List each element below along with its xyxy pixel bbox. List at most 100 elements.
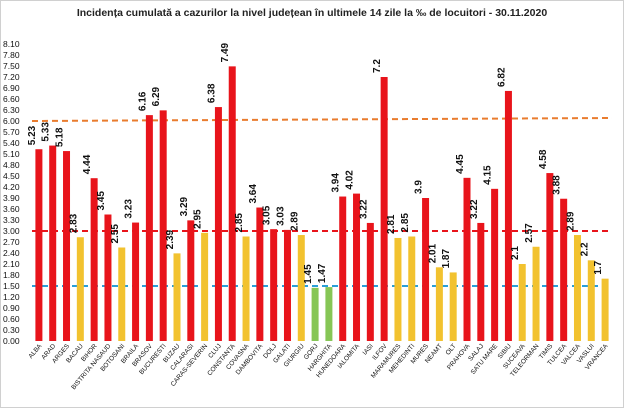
y-tick-label: 7.50 [3, 61, 20, 71]
data-label: 3.94 [331, 173, 342, 193]
data-label: 2.81 [386, 214, 397, 234]
bar [297, 235, 305, 341]
data-label: 4.45 [455, 154, 466, 174]
bar [132, 222, 140, 341]
y-tick-label: 6.60 [3, 94, 20, 104]
y-tick-label: 2.10 [3, 259, 20, 269]
y-tick-label: 1.50 [3, 281, 20, 291]
data-label: 3.22 [469, 199, 480, 219]
data-label: 3.88 [552, 175, 563, 195]
y-tick-label: 4.80 [3, 160, 20, 170]
y-tick-label: 0.30 [3, 325, 20, 335]
y-tick-label: 6.30 [3, 105, 20, 115]
bar [49, 145, 57, 341]
y-tick-label: 4.50 [3, 171, 20, 181]
y-tick-label: 7.20 [3, 72, 20, 82]
data-label: 6.29 [151, 86, 162, 106]
y-tick-label: 5.10 [3, 149, 20, 159]
data-label: 2.2 [579, 242, 590, 256]
data-label: 1.7 [593, 260, 604, 274]
y-tick-label: 1.80 [3, 270, 20, 280]
bar [477, 222, 485, 341]
y-tick-label: 6.00 [3, 116, 20, 126]
y-tick-label: 5.40 [3, 138, 20, 148]
bar [283, 229, 291, 341]
data-label: 5.18 [55, 127, 66, 147]
bar [214, 107, 222, 341]
bar [311, 287, 319, 341]
bar [422, 198, 430, 341]
bar [104, 214, 112, 341]
bar [366, 222, 374, 341]
data-label: 6.38 [206, 83, 217, 103]
bar [546, 173, 554, 341]
data-label: 4.02 [345, 170, 356, 190]
chart-title: Incidența cumulată a cazurilor la nivel … [76, 7, 548, 19]
data-label: 6.82 [496, 67, 507, 87]
data-label: 3.64 [248, 184, 259, 204]
data-label: 3.05 [262, 205, 273, 225]
y-tick-label: 7.80 [3, 50, 20, 60]
data-label: 2.89 [565, 211, 576, 231]
data-label: 1.47 [317, 263, 328, 283]
bar [339, 196, 347, 341]
data-label: 4.58 [538, 149, 549, 169]
y-tick-label: 8.10 [3, 39, 20, 49]
bar [491, 188, 499, 341]
bar [173, 253, 181, 341]
bar [560, 198, 568, 341]
bar [201, 232, 209, 341]
bar [380, 77, 388, 341]
bar [118, 247, 126, 341]
data-label: 3.03 [275, 206, 286, 226]
data-label: 1.87 [441, 249, 452, 269]
y-tick-label: 5.70 [3, 127, 20, 137]
data-label: 2.85 [400, 213, 411, 233]
y-tick-label: 3.30 [3, 215, 20, 225]
threshold-line [31, 117, 613, 122]
y-tick-label: 2.70 [3, 237, 20, 247]
bar [449, 272, 457, 341]
y-tick-label: 4.20 [3, 182, 20, 192]
data-label: 3.9 [414, 180, 425, 194]
bar [504, 90, 512, 341]
bar [76, 237, 84, 341]
y-tick-label: 3.60 [3, 204, 20, 214]
data-label: 1.45 [303, 264, 314, 284]
data-label: 3.23 [124, 199, 135, 219]
bar [601, 278, 609, 341]
data-label: 3.22 [358, 199, 369, 219]
y-tick-label: 0.90 [3, 303, 20, 313]
data-label: 3.29 [179, 196, 190, 216]
data-label: 2.39 [165, 229, 176, 249]
y-tick-label: 3.00 [3, 226, 20, 236]
bar [435, 267, 443, 341]
bar [228, 66, 236, 341]
data-label: 5.33 [41, 122, 52, 142]
bar [256, 207, 264, 341]
y-tick-label: 0.60 [3, 314, 20, 324]
bar [325, 287, 333, 341]
data-label: 2.1 [510, 246, 521, 260]
bar [187, 220, 195, 341]
data-label: 5.23 [27, 125, 38, 145]
data-label: 2.55 [110, 224, 121, 244]
data-label: 4.44 [82, 154, 93, 174]
bar [518, 264, 526, 341]
data-label: 2.57 [524, 223, 535, 243]
bar [270, 229, 278, 341]
data-label: 7.2 [372, 59, 383, 73]
y-tick-label: 6.90 [3, 83, 20, 93]
data-label: 3.45 [96, 191, 107, 211]
bar [63, 151, 71, 341]
bar [532, 246, 540, 341]
bar [408, 236, 416, 341]
bar [573, 235, 581, 341]
data-label: 2.95 [193, 209, 204, 229]
y-tick-label: 2.40 [3, 248, 20, 258]
data-label: 2.85 [234, 213, 245, 233]
data-label: 7.49 [220, 42, 231, 62]
bar [35, 149, 43, 341]
bar [463, 177, 471, 341]
